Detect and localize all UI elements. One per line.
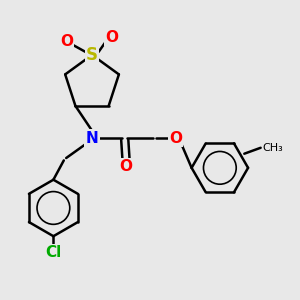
Text: O: O: [169, 130, 182, 146]
Text: O: O: [60, 34, 73, 49]
Text: CH₃: CH₃: [262, 143, 283, 153]
Text: N: N: [86, 130, 98, 146]
Text: O: O: [105, 30, 118, 45]
Text: S: S: [86, 46, 98, 64]
Text: Cl: Cl: [45, 245, 62, 260]
Text: O: O: [120, 159, 133, 174]
